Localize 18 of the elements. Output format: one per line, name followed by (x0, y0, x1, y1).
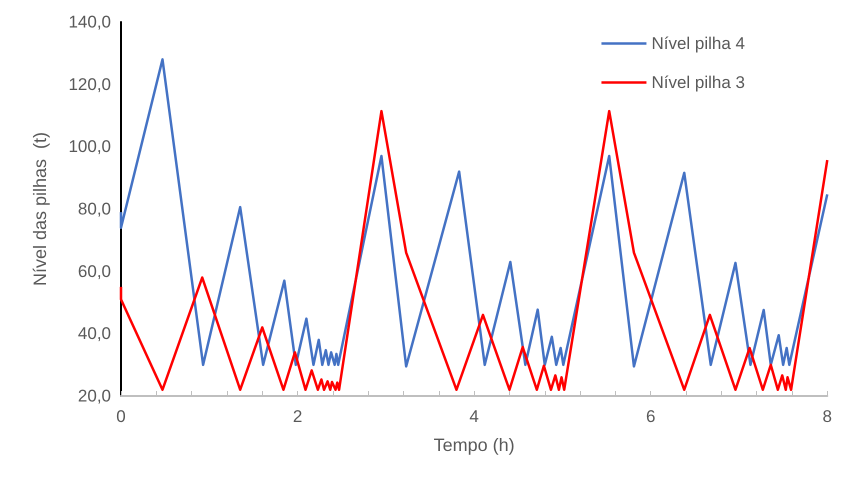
y-tick-label: 60,0 (78, 262, 111, 281)
y-tick-label: 80,0 (78, 200, 111, 218)
y-tick-label: 40,0 (78, 324, 111, 344)
legend-label: Nível pilha 3 (651, 73, 746, 92)
y-axis-title: Nível das pilhas (t) (30, 132, 50, 286)
y-tick-label: 140,0 (68, 12, 111, 32)
line-series (120, 110, 829, 392)
line-series (120, 58, 829, 368)
x-tick-label: 4 (469, 407, 479, 426)
x-axis-title: Tempo (h) (434, 435, 515, 455)
legend-label: Nível pilha 4 (651, 34, 746, 53)
x-tick-label: 2 (292, 407, 302, 426)
x-tick-label: 6 (646, 407, 656, 426)
y-tick-label: 100,0 (68, 137, 111, 156)
x-tick-label: 0 (116, 407, 126, 426)
y-tick-label: 120,0 (68, 74, 111, 94)
y-tick-label: 20,0 (78, 386, 111, 406)
x-tick-label: 8 (822, 407, 832, 426)
